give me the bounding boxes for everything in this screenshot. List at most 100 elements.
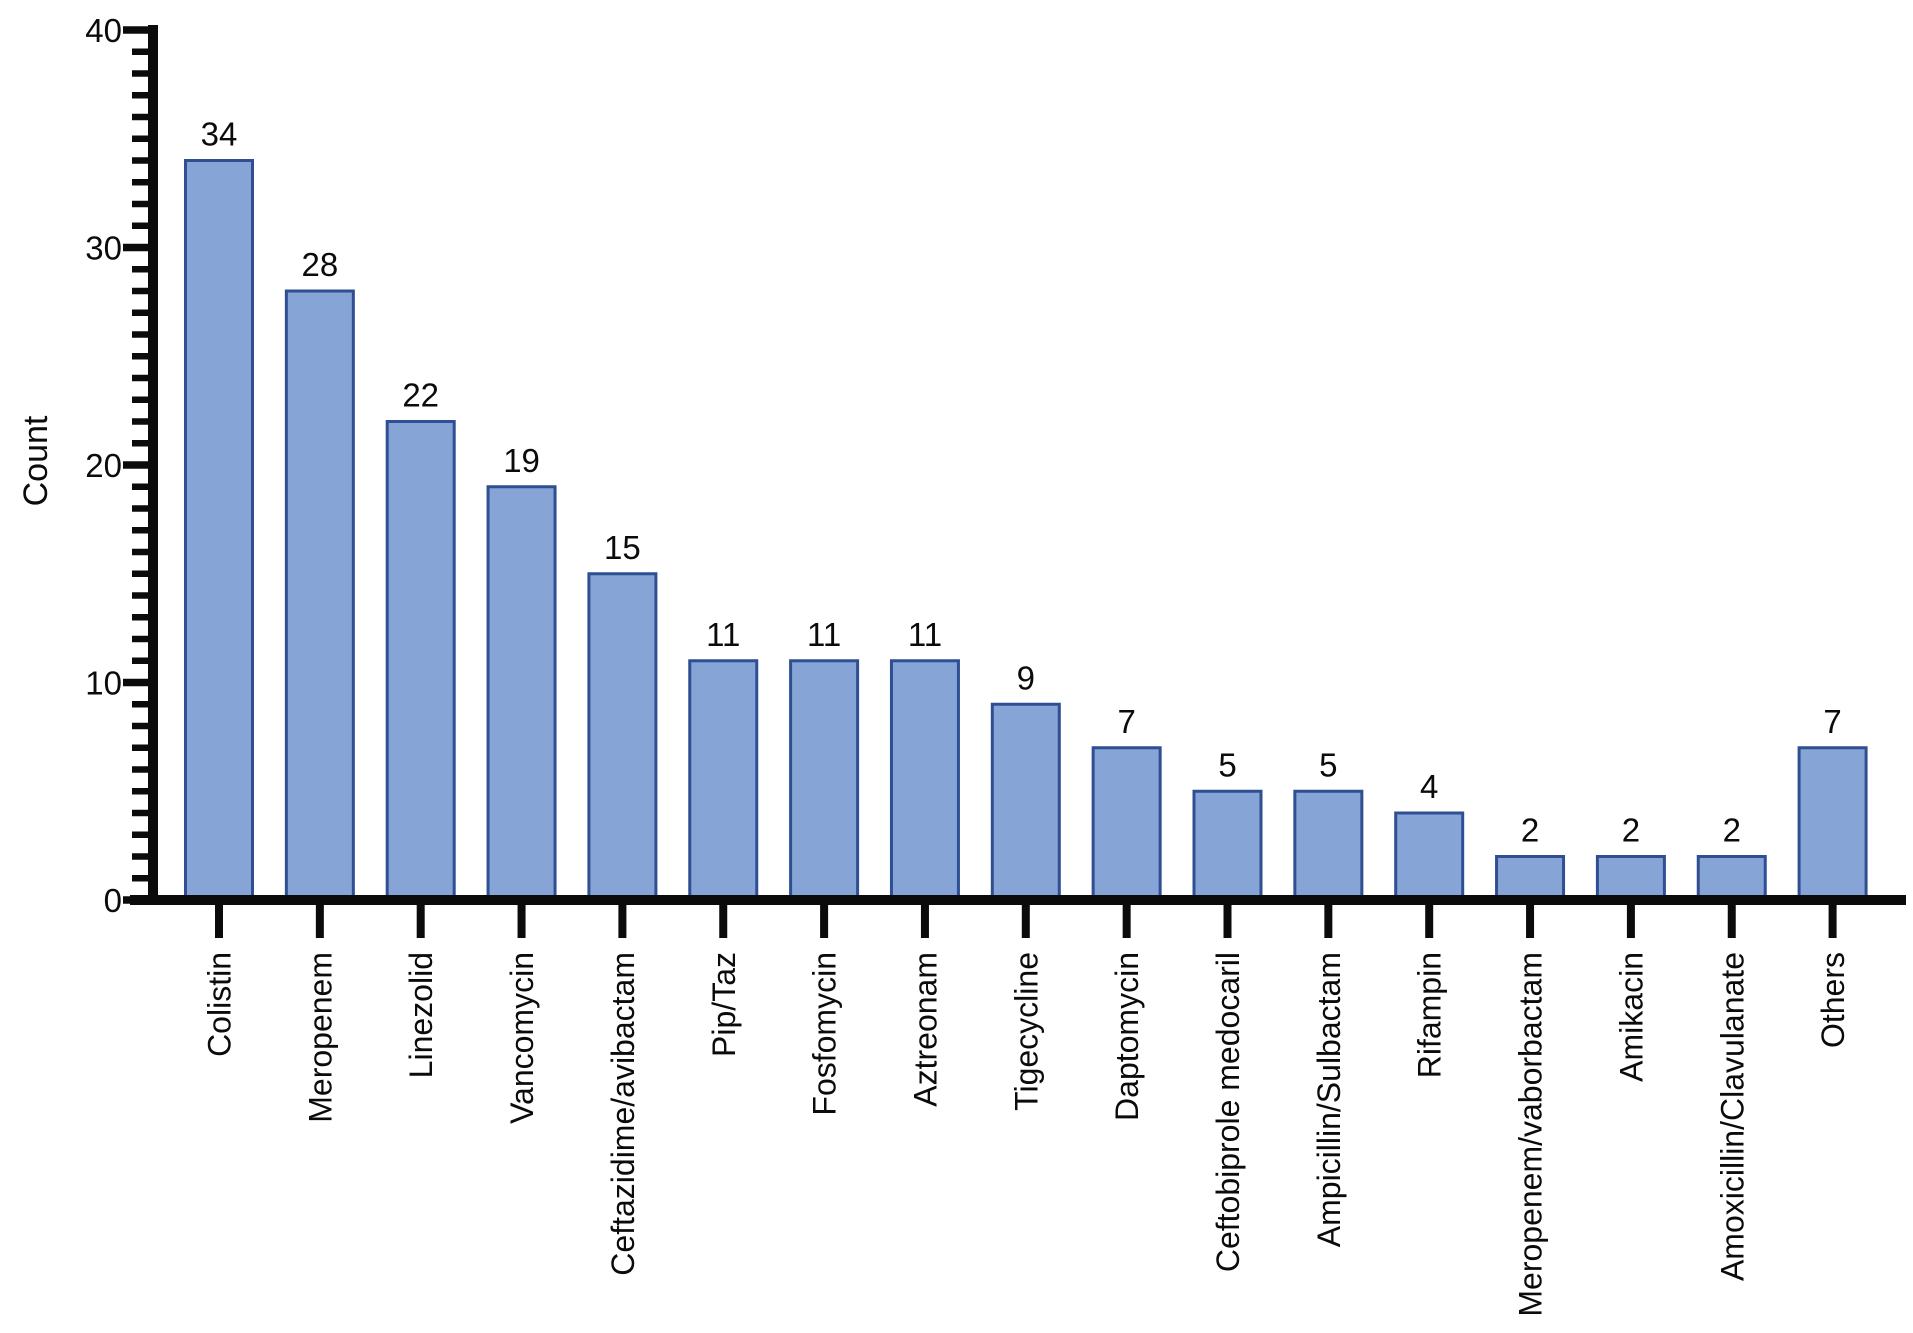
y-minor-tick <box>132 722 153 730</box>
bar-value-label: 7 <box>1823 703 1841 740</box>
bar <box>789 659 860 902</box>
y-minor-tick <box>132 418 153 425</box>
x-tick-label: Meropenem <box>302 952 338 1123</box>
y-minor-tick <box>132 113 153 121</box>
y-minor-tick <box>132 548 153 556</box>
y-minor-tick <box>132 788 153 795</box>
y-minor-tick <box>132 266 153 273</box>
bar-value-label: 5 <box>1218 746 1236 783</box>
y-minor-tick <box>132 48 153 55</box>
y-minor-tick <box>132 657 153 664</box>
x-tick <box>315 900 324 938</box>
x-tick-label: Pip/Taz <box>706 952 742 1057</box>
y-tick-label: 20 <box>85 447 122 484</box>
x-tick <box>1526 900 1535 938</box>
x-tick-label: Others <box>1815 952 1851 1048</box>
y-minor-tick <box>132 875 153 882</box>
bar <box>1495 855 1566 902</box>
bar <box>284 289 355 902</box>
x-tick-label: Linezolid <box>403 952 439 1078</box>
y-minor-tick <box>132 527 153 534</box>
y-minor-tick <box>132 635 153 643</box>
y-axis-title: Count <box>17 415 55 507</box>
bar <box>990 702 1061 902</box>
y-minor-tick <box>132 353 153 360</box>
y-minor-tick <box>132 440 153 447</box>
y-minor-tick <box>132 70 153 77</box>
x-tick-label: Aztreonam <box>907 952 943 1107</box>
y-minor-tick <box>132 505 153 512</box>
x-axis-line <box>130 895 1906 905</box>
x-tick <box>618 900 627 938</box>
bar <box>184 159 254 902</box>
x-tick <box>1626 900 1635 938</box>
bar <box>1797 746 1868 902</box>
bar <box>1595 855 1666 902</box>
x-tick <box>920 900 929 938</box>
x-tick-label: Ceftazidime/avibactam <box>605 952 641 1276</box>
y-minor-tick <box>132 614 153 621</box>
y-tick-label: 0 <box>104 882 122 919</box>
bar <box>1293 789 1364 902</box>
bar-value-label: 15 <box>604 529 641 566</box>
y-minor-tick <box>132 744 153 751</box>
y-minor-tick <box>132 809 153 817</box>
y-minor-tick <box>132 331 153 338</box>
y-minor-tick <box>132 157 153 164</box>
x-tick <box>1727 900 1736 938</box>
bar-value-label: 4 <box>1420 768 1438 805</box>
x-tick <box>1324 900 1333 938</box>
x-tick <box>820 900 829 938</box>
x-tick-label: Fosfomycin <box>807 952 843 1116</box>
y-major-tick <box>123 461 153 469</box>
x-tick-label: Colistin <box>202 952 238 1057</box>
x-tick <box>1122 900 1131 938</box>
bar-value-label: 7 <box>1117 703 1135 740</box>
y-minor-tick <box>132 483 153 490</box>
y-minor-tick <box>132 309 153 316</box>
bar-value-label: 5 <box>1319 746 1337 783</box>
bar <box>1394 811 1465 902</box>
y-minor-tick <box>132 766 153 773</box>
bar <box>486 485 557 902</box>
bar-value-label: 2 <box>1622 812 1640 849</box>
x-tick <box>1425 900 1434 938</box>
y-major-tick <box>123 26 153 34</box>
x-tick <box>517 900 526 938</box>
bar-value-label: 9 <box>1017 659 1035 696</box>
y-major-tick <box>123 678 153 687</box>
y-minor-tick <box>132 222 153 229</box>
bar-value-label: 11 <box>807 616 841 653</box>
bar <box>1192 789 1263 902</box>
y-tick-label: 10 <box>85 664 122 701</box>
y-major-tick <box>123 243 153 252</box>
y-tick-label: 40 <box>85 12 122 49</box>
x-tick-label: Ceftobiprole medocaril <box>1210 952 1246 1272</box>
x-tick-label: Meropenem/vaborbactam <box>1513 952 1549 1317</box>
y-minor-tick <box>132 92 153 99</box>
x-tick <box>719 900 728 938</box>
y-minor-tick <box>132 135 153 142</box>
bar <box>587 572 658 902</box>
y-minor-tick <box>132 179 153 186</box>
x-tick <box>1223 900 1232 938</box>
bar <box>1091 746 1162 902</box>
bar <box>385 420 456 902</box>
bar-value-label: 11 <box>908 616 942 653</box>
bar-value-label: 19 <box>503 442 540 479</box>
x-tick <box>1828 900 1837 938</box>
x-tick <box>215 900 223 938</box>
bar-value-label: 22 <box>402 377 439 414</box>
y-tick-label: 30 <box>85 229 122 266</box>
bar-value-label: 34 <box>201 116 238 153</box>
y-minor-tick <box>132 592 153 599</box>
bar-value-label: 2 <box>1521 812 1539 849</box>
y-minor-tick <box>132 396 153 403</box>
y-minor-tick <box>132 701 153 708</box>
x-tick-label: Vancomycin <box>504 952 540 1124</box>
y-minor-tick <box>132 287 153 295</box>
x-tick-label: Tigecycline <box>1008 952 1044 1111</box>
x-tick <box>416 900 425 938</box>
